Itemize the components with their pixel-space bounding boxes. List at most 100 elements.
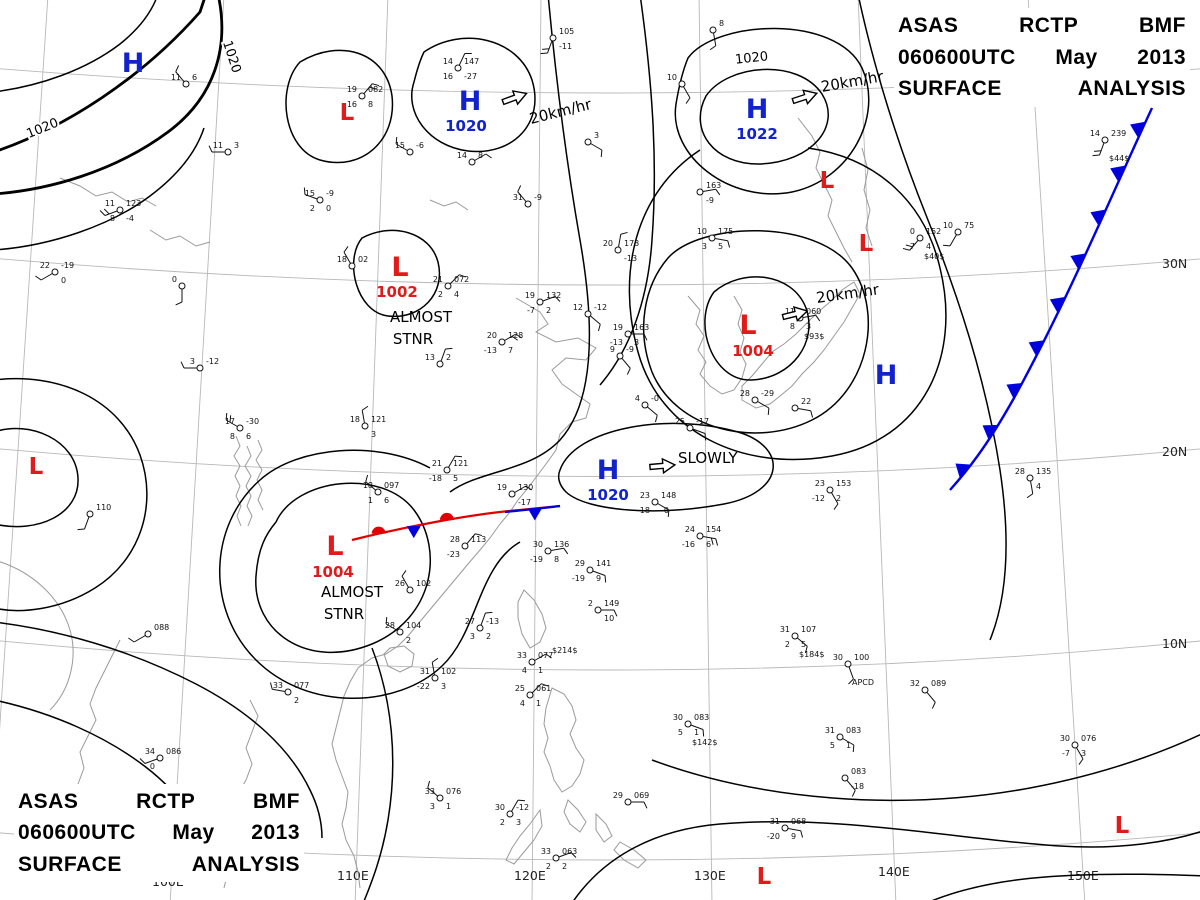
wind-barb-feather: [225, 412, 228, 421]
station-circle: [584, 138, 592, 146]
station-circle: [284, 688, 292, 696]
station-plot: 8: [709, 19, 724, 51]
station-circle: [624, 330, 632, 338]
wind-barb-feather: [445, 347, 453, 350]
cold-front-tooth: [406, 526, 421, 539]
wind-barb-shaft: [40, 273, 53, 281]
pressure-symbol: L: [326, 531, 343, 562]
station-value: 3: [234, 141, 239, 150]
cold-front-tooth: [982, 424, 999, 440]
station-circle: [791, 404, 799, 412]
wind-barb-feather: [372, 83, 380, 87]
station-value: -29: [761, 389, 774, 398]
wind-barb-shaft: [1030, 480, 1034, 494]
station-value: -18: [429, 474, 442, 483]
wind-barb-shaft: [949, 234, 957, 247]
station-plot: 28 -29: [740, 389, 774, 416]
station-value: 30: [1060, 734, 1070, 743]
station-plot: 11 6: [171, 65, 197, 88]
station-value: 089: [931, 679, 946, 688]
wind-barb-shaft: [361, 410, 365, 424]
title-line-datetime: 060600UTC May 2013: [18, 821, 300, 844]
wind-barb-feather: [361, 405, 369, 411]
station-value: 10: [697, 227, 707, 236]
station-value: 147: [464, 57, 479, 66]
station-value: 5: [718, 242, 723, 251]
wind-barb-feather: [600, 149, 603, 158]
station-circle: [836, 733, 844, 741]
wind-barb-shaft: [683, 86, 691, 99]
station-value: 063: [562, 847, 577, 856]
fronts: [351, 107, 1154, 542]
pressure-symbol: L: [340, 100, 355, 126]
station-circle: [236, 424, 244, 432]
station-value: 097: [384, 481, 399, 490]
wind-barb-shaft: [133, 635, 146, 643]
station-plot: 163 -9: [696, 181, 721, 205]
coastline: [861, 147, 873, 247]
station-value: 083: [846, 726, 861, 735]
wind-barb-feather: [208, 145, 213, 153]
pressure-symbol: H: [459, 86, 482, 117]
station-value: -17: [518, 498, 531, 507]
motion-label: ALMOST: [390, 308, 453, 326]
station-value: 5: [801, 640, 806, 649]
station-circle: [686, 424, 694, 432]
isobar: [651, 733, 1200, 802]
pressure-value: 1002: [376, 283, 418, 301]
station-circle: [358, 92, 366, 100]
wind-barb-feather: [931, 702, 936, 709]
station-value: 9: [610, 345, 615, 354]
wind-barb-feather: [667, 509, 670, 518]
station-value: 11: [105, 199, 115, 208]
wind-barb-feather: [35, 275, 42, 281]
isobar: [0, 622, 323, 839]
wind-barb-shaft: [1076, 747, 1084, 760]
wind-barb-shaft: [480, 612, 486, 626]
station-circle: [454, 64, 462, 72]
coastline: [244, 445, 253, 527]
movement-arrow-icon: [649, 457, 677, 475]
station-plot: 26 102: [395, 570, 431, 594]
station-value: 02: [358, 255, 368, 264]
station-circle: [498, 338, 506, 346]
station-value: 10: [943, 221, 953, 230]
station-circle: [921, 686, 929, 694]
station-value: 121: [371, 415, 386, 424]
station-circle: [651, 498, 659, 506]
station-value: 2: [486, 632, 491, 641]
station-value: 2: [785, 640, 790, 649]
station-circle: [461, 542, 469, 550]
station-value: 2: [500, 818, 505, 827]
coastline: [77, 639, 121, 785]
station-value: 3: [594, 131, 599, 140]
isobar-value-label: 1020: [25, 116, 61, 142]
station-value: 136: [554, 540, 569, 549]
station-plot: $214$: [552, 646, 577, 655]
station-value: -13: [610, 338, 623, 347]
wind-barb-feather: [385, 616, 388, 625]
station-circle: [696, 532, 704, 540]
wind-barb-feather: [180, 361, 185, 369]
coastlines: [0, 117, 873, 889]
pressure-symbol: L: [859, 231, 874, 257]
station-plot: 27 -13 3 2: [465, 611, 499, 641]
station-plot: 28 104 2: [385, 616, 421, 645]
station-value: 2: [546, 862, 551, 871]
station-plot: 30 076 -7 3: [1060, 734, 1096, 765]
pressure-value: 1004: [732, 342, 774, 360]
wind-barb-feather: [401, 570, 407, 577]
station-value: -7: [527, 306, 535, 315]
wind-barb-feather: [540, 52, 548, 55]
station-value: 6: [384, 496, 389, 505]
station-value: 104: [406, 621, 421, 630]
station-circle: [436, 794, 444, 802]
station-value: -9: [706, 196, 714, 205]
station-circle: [444, 282, 452, 290]
wind-barb-shaft: [385, 623, 398, 631]
station-value: 2: [438, 290, 443, 299]
movement-annotation: SLOWLY: [649, 449, 738, 475]
station-circle: [844, 660, 852, 668]
